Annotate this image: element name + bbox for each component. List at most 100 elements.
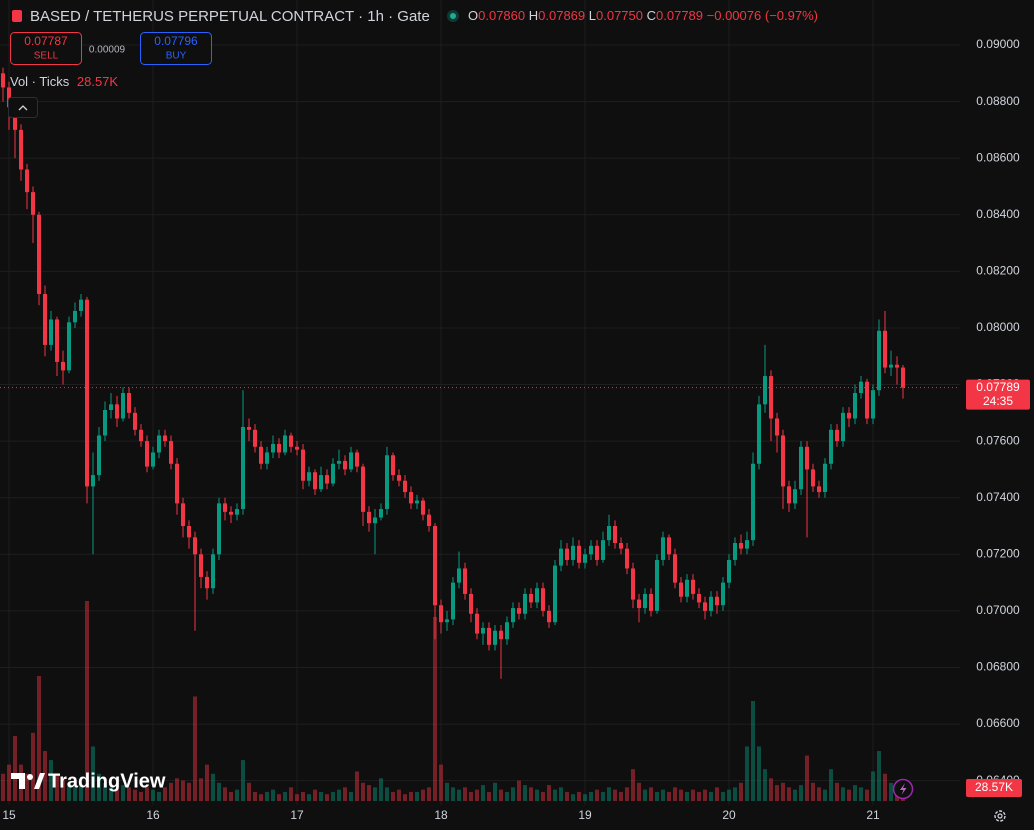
candle-body [109,404,113,410]
volume-bar [313,789,317,801]
candle-body [37,214,41,294]
ohlc-value: 0.07860 [478,8,525,23]
volume-bar [865,789,869,801]
candle-body [199,554,203,577]
sell-price[interactable]: 0.07787 [24,34,68,48]
candle-body [127,393,131,413]
buy-price[interactable]: 0.07796 [154,34,198,48]
candle-body [271,443,275,453]
candle-body [265,452,269,464]
volume-bar [817,787,821,801]
candle-body [259,446,263,464]
candle-body [517,608,521,614]
volume-bar [31,732,35,801]
collapse-box[interactable] [8,97,38,118]
candle-body [529,593,533,603]
y-tick-label: 0.08400 [976,207,1020,221]
volume-bar [655,791,659,801]
candle-body [823,463,827,493]
volume-bar [259,794,263,801]
buy-button[interactable]: 0.07796 BUY [140,32,212,65]
candle-body [541,588,545,611]
gear-outer[interactable] [994,810,1006,822]
y-tick-label: 0.07000 [976,603,1020,617]
volume-bar [457,789,461,801]
candle-body [511,608,515,623]
candle-body [337,460,341,464]
candle-body [169,441,173,464]
collapse-button[interactable] [8,97,38,118]
candle-body [571,545,575,560]
candle-body [811,469,815,487]
settings-button[interactable] [994,810,1006,822]
buy-label[interactable]: BUY [166,51,187,62]
candle-body [829,429,833,464]
candle-body [841,412,845,442]
volume-bar [667,791,671,801]
volume-bar [727,789,731,801]
candle-body [553,565,557,623]
lightning-icon[interactable] [900,783,907,795]
volume-bar [241,760,245,801]
candle-body [655,559,659,611]
volume-bar [553,789,557,801]
volume-bar [223,787,227,801]
volume-bar [103,782,107,801]
volume-bar [577,791,581,801]
candle-body [355,452,359,467]
candle-body [307,472,311,481]
candle-body [727,559,731,583]
collapse-icon[interactable] [18,105,28,111]
volume-bar [91,746,95,801]
volume-bar [805,755,809,801]
x-tick-label: 20 [722,808,736,822]
sell-label[interactable]: SELL [34,51,59,62]
volume-bar [541,791,545,801]
candle-body [301,449,305,481]
candle-body [367,511,371,524]
candle-body [703,602,707,611]
volume-bar [37,676,41,801]
volume-bar [13,736,17,801]
candle-body [487,627,491,645]
gear-inner[interactable] [997,813,1003,819]
volume-bar [385,787,389,801]
volume-bar [307,794,311,801]
volume-label: 28.57K [975,780,1013,794]
logo-part [34,773,45,789]
candle-body [613,526,617,543]
candle-body [835,429,839,442]
y-tick-label: 0.08800 [976,94,1020,108]
volume-bar [739,782,743,801]
volume-bar [769,778,773,801]
volume-bar [145,787,149,801]
y-tick-label: 0.07600 [976,433,1020,447]
last-price-label: 0.07789 [976,380,1020,394]
candle-body [895,364,899,368]
ohlc-value: 0.07869 [538,8,585,23]
volume-bar [175,778,179,801]
candle-body [163,435,167,442]
volume-bar [637,782,641,801]
ohlc-key: L [589,8,596,23]
candle-body [757,404,761,464]
candle-body [439,605,443,623]
volume-bar [349,791,353,801]
y-tick-label: 0.08600 [976,150,1020,164]
candle-body [625,548,629,569]
candle-body [799,446,803,490]
y-tick-label: 0.07400 [976,490,1020,504]
volume-bar [25,773,29,801]
lightning-button[interactable] [892,778,914,800]
candle-body [187,526,191,538]
volume-bar [73,787,77,801]
volume-bar [517,780,521,801]
candle-body [505,622,509,640]
volume-bar [403,794,407,801]
sell-button[interactable]: 0.07787 SELL [10,32,82,65]
buy-box[interactable] [140,32,212,65]
candle-body [97,435,101,476]
candle-body [787,486,791,504]
volume-bar [595,789,599,801]
sell-box[interactable] [10,32,82,65]
